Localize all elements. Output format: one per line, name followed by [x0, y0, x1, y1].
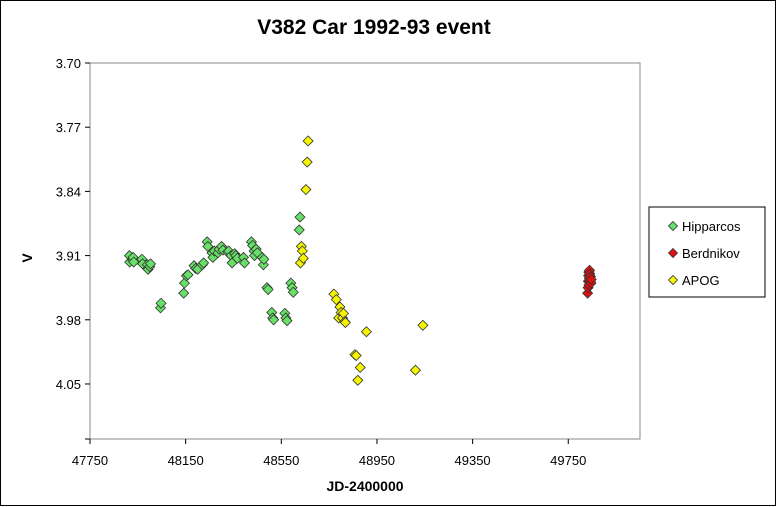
x-tick-label: 49350 [455, 453, 491, 468]
data-point-hipparcos [287, 286, 299, 298]
y-tick-label: 3.70 [56, 56, 81, 71]
data-point-hipparcos [238, 257, 251, 269]
y-tick-label: 3.77 [56, 120, 81, 135]
x-tick-label: 49750 [550, 453, 586, 468]
legend: Hipparcos Berdnikov APOG [648, 206, 766, 298]
data-point-apog [297, 252, 309, 264]
data-point-apog [409, 364, 422, 376]
data-point-apog [330, 294, 342, 306]
y-axis: 3.70 3.77 3.84 3.91 3.98 4.05 [56, 56, 90, 440]
data-point-apog [360, 326, 373, 338]
data-point-apog [302, 135, 314, 147]
data-point-apog [352, 374, 364, 386]
y-tick-label: 3.84 [56, 184, 81, 199]
legend-marker-hipparcos [667, 220, 679, 232]
data-point-hipparcos [178, 287, 190, 299]
data-point-apog [339, 316, 351, 329]
data-point-hipparcos [293, 224, 305, 236]
data-point-apog [350, 349, 362, 362]
data-point-hipparcos [144, 258, 157, 270]
x-axis: 47750 48150 48550 48950 49350 49750 [72, 439, 586, 468]
data-point-hipparcos [281, 315, 293, 327]
legend-marker-berdnikov [667, 247, 679, 259]
legend-box [648, 206, 766, 298]
x-axis-title: JD-2400000 [326, 478, 403, 494]
legend-label-hipparcos: Hipparcos [682, 219, 741, 234]
y-tick-label: 4.05 [56, 377, 81, 392]
y-axis-title: V [19, 253, 35, 263]
data-point-apog [300, 183, 312, 196]
data-point-hipparcos [257, 259, 269, 271]
x-tick-label: 48150 [168, 453, 204, 468]
data-point-apog [301, 156, 313, 168]
data-points-layer [123, 135, 597, 386]
plot-area [89, 62, 641, 440]
data-point-hipparcos [182, 269, 194, 281]
y-tick-label: 3.91 [56, 249, 81, 264]
data-point-apog [354, 361, 366, 374]
x-tick-label: 48550 [263, 453, 299, 468]
data-point-hipparcos [178, 277, 191, 289]
legend-label-apog: APOG [682, 273, 720, 288]
data-point-hipparcos [294, 211, 306, 223]
data-point-hipparcos [258, 253, 270, 265]
data-point-apog [417, 319, 429, 331]
data-point-hipparcos [128, 256, 140, 268]
x-tick-label: 48950 [359, 453, 395, 468]
x-tick-label: 47750 [72, 453, 108, 468]
y-tick-label: 3.98 [56, 313, 81, 328]
data-point-hipparcos [262, 283, 274, 296]
legend-marker-apog [667, 274, 679, 286]
data-point-berdnikov [585, 273, 597, 285]
data-point-hipparcos [155, 297, 167, 309]
data-point-hipparcos [198, 257, 210, 269]
data-point-hipparcos [268, 314, 280, 326]
chart-title: V382 Car 1992-93 event [257, 16, 491, 39]
legend-label-berdnikov: Berdnikov [682, 246, 740, 261]
